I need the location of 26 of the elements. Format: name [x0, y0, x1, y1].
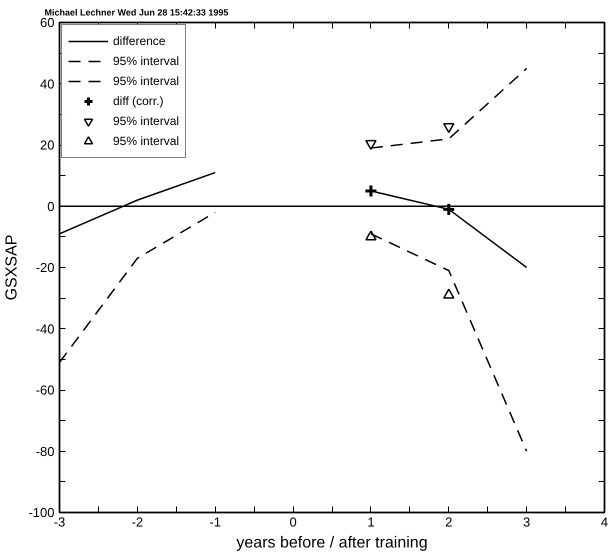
x-tick-label: 2 — [445, 514, 452, 530]
y-tick-label: 20 — [40, 138, 55, 152]
y-axis-title: GSXSAP — [3, 234, 20, 300]
y-tick-label: -20 — [36, 260, 55, 275]
x-tick-label: 1 — [367, 514, 375, 530]
x-tick-label: 4 — [600, 514, 608, 530]
legend-label: difference — [113, 34, 166, 48]
legend-label: 95% interval — [113, 114, 180, 128]
x-tick-label: -2 — [132, 514, 144, 530]
legend-label: 95% interval — [113, 54, 180, 68]
text: Michael Lechner Wed Jun 28 15:42:33 1995 — [44, 8, 228, 18]
x-tick-label: -3 — [54, 514, 66, 530]
legend-label: 95% interval — [113, 134, 180, 148]
x-tick-label: 0 — [289, 514, 297, 530]
x-axis-title: years before / after training — [236, 534, 428, 552]
x-tick-label: -1 — [209, 514, 221, 530]
y-tick-label: -40 — [36, 321, 55, 336]
x-tick-label: 3 — [523, 514, 530, 530]
legend-label: 95% interval — [113, 74, 180, 88]
y-tick-label: 0 — [47, 198, 55, 214]
legend-label: diff (corr.) — [113, 94, 164, 108]
y-tick-label: -100 — [28, 505, 55, 520]
y-tick-label: -80 — [36, 444, 55, 459]
y-tick-label: 40 — [40, 76, 55, 92]
y-tick-label: 60 — [40, 15, 55, 30]
y-tick-label: -60 — [36, 382, 55, 398]
